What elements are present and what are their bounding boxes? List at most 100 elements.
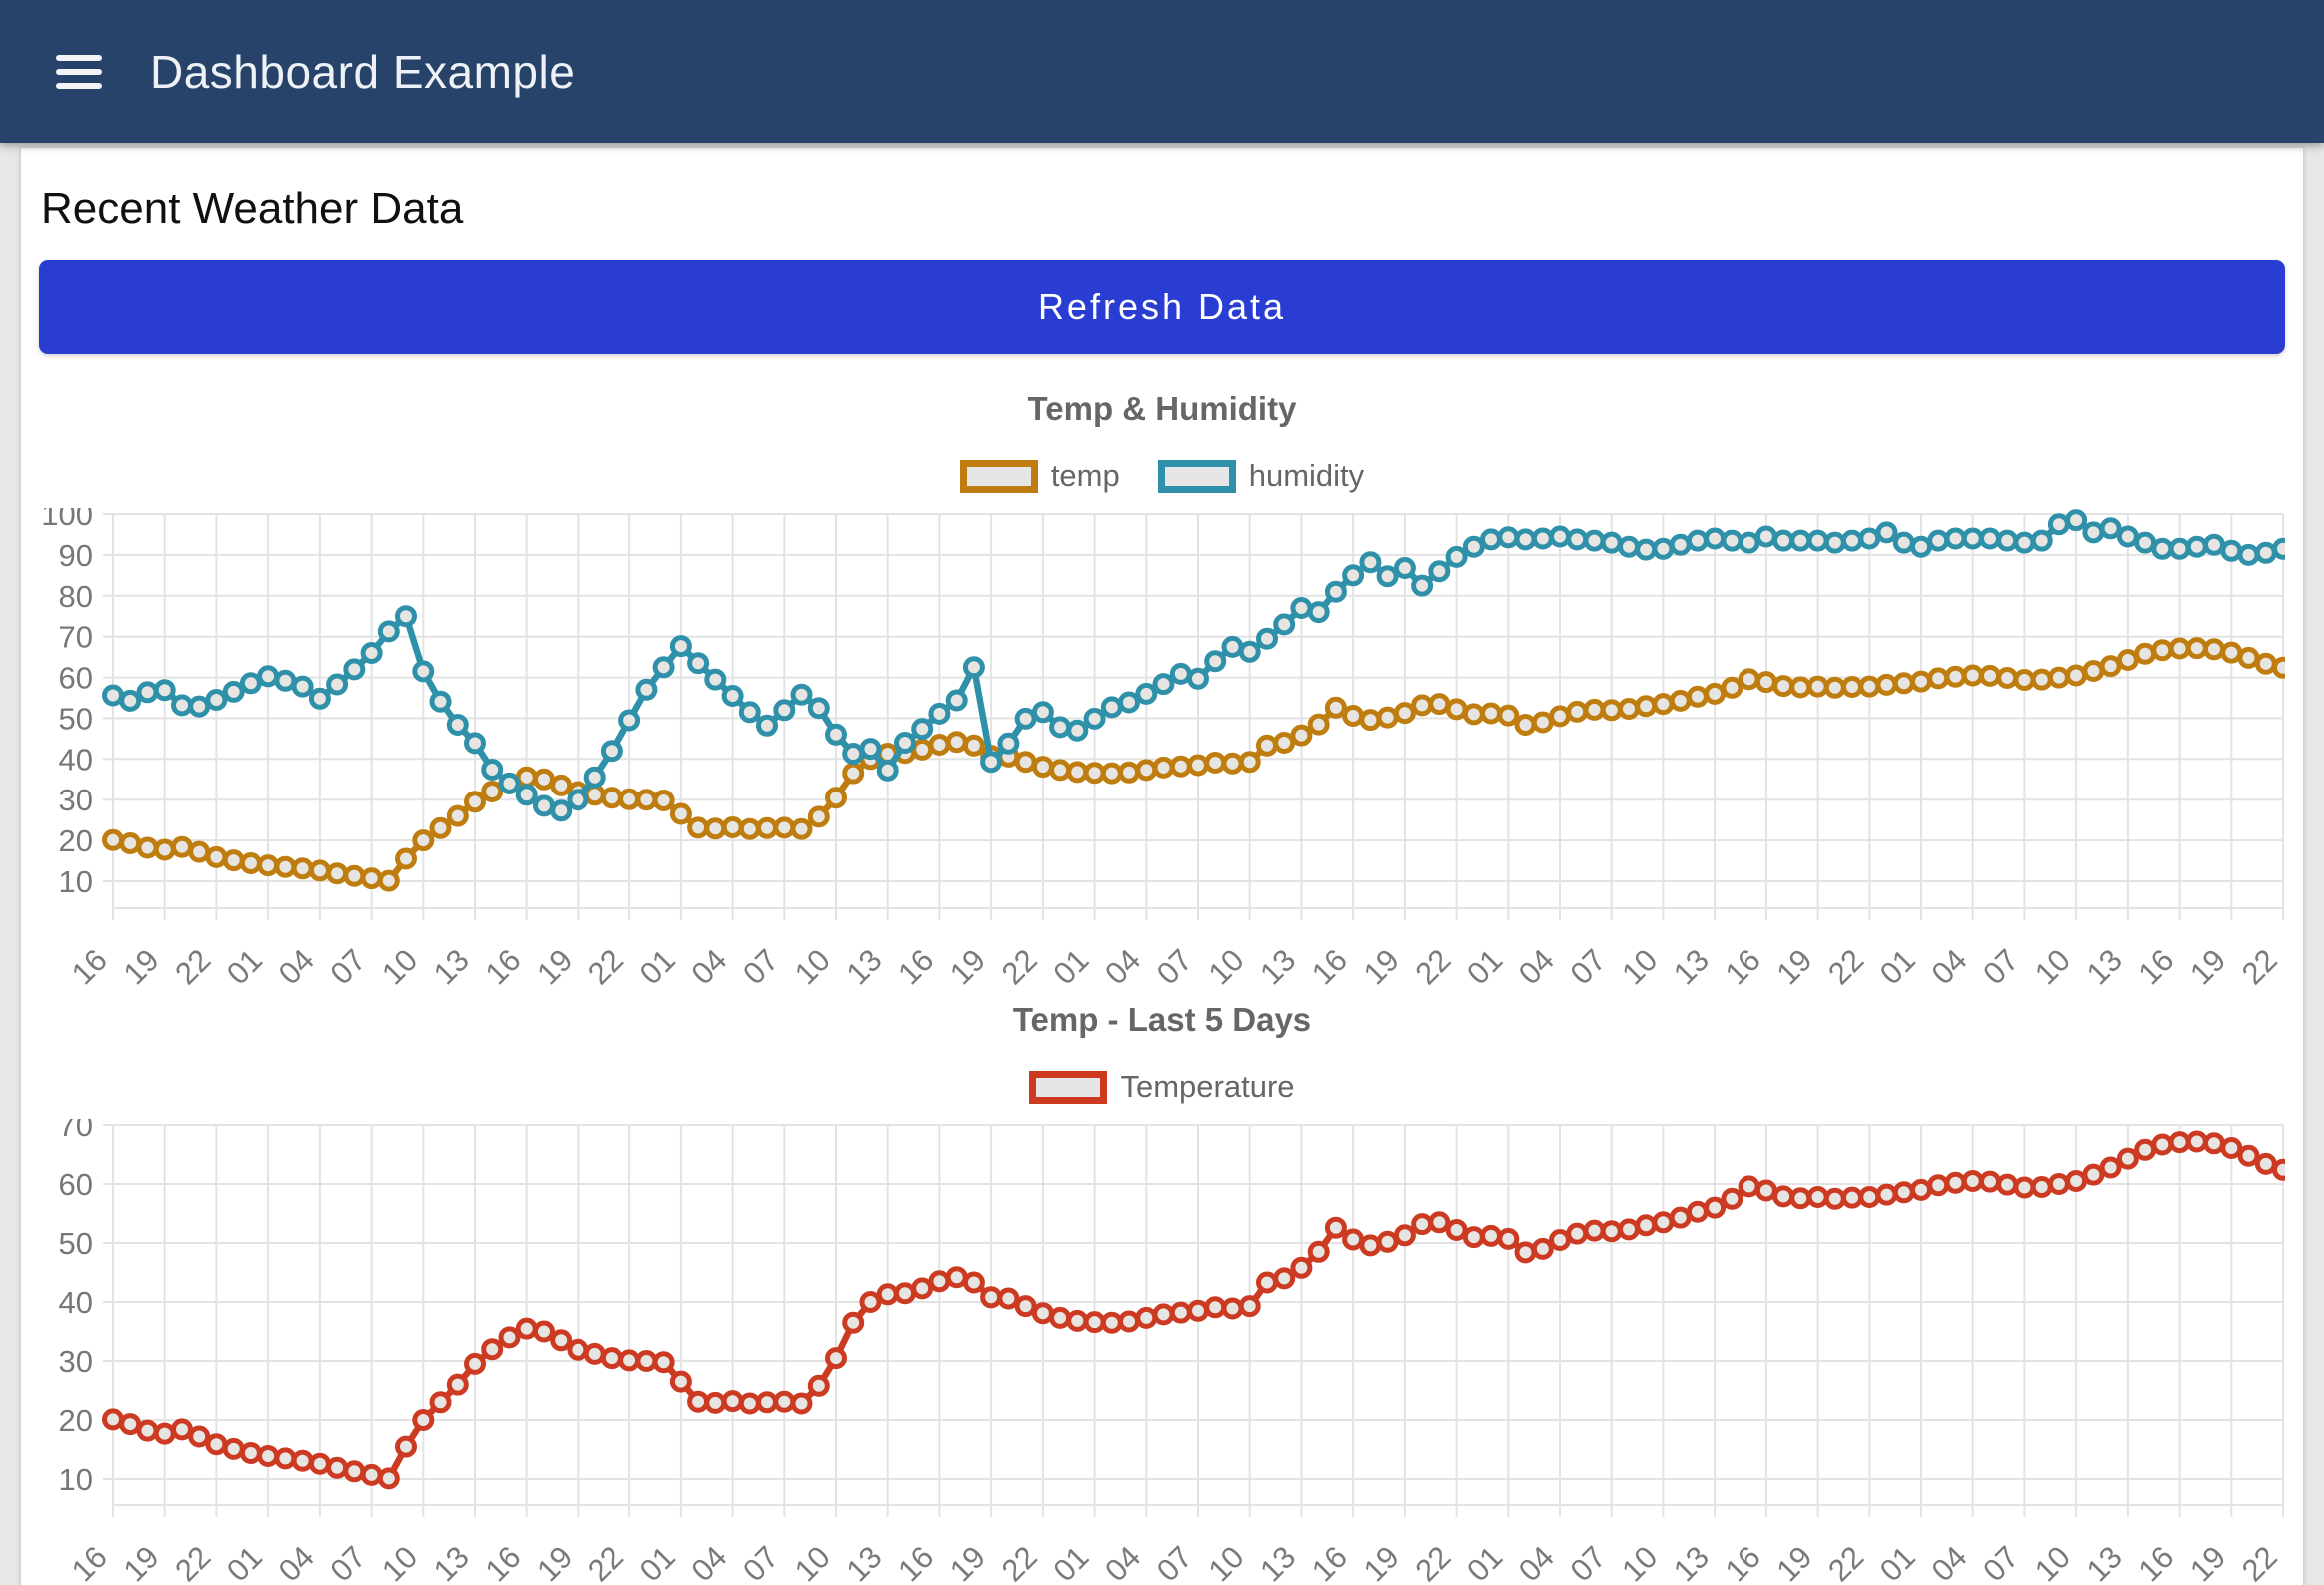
svg-text:19: 19	[117, 942, 166, 991]
svg-text:13: 13	[840, 942, 889, 991]
svg-text:22: 22	[1408, 942, 1457, 991]
svg-text:19: 19	[1357, 942, 1406, 991]
svg-text:22: 22	[581, 1539, 630, 1585]
svg-text:04: 04	[272, 1539, 321, 1585]
svg-text:20: 20	[59, 823, 93, 858]
svg-text:22: 22	[1821, 1539, 1870, 1585]
svg-text:01: 01	[1873, 942, 1922, 991]
svg-text:04: 04	[684, 1539, 733, 1585]
svg-text:22: 22	[581, 942, 630, 991]
chart-title-temp-last-5-days: Temp - Last 5 Days	[1012, 1001, 1312, 1038]
legend-item-temperature[interactable]: Temperature	[1029, 1069, 1295, 1105]
svg-text:16: 16	[1305, 942, 1354, 991]
temp-series-swatch-icon	[959, 459, 1038, 493]
svg-text:13: 13	[427, 1539, 476, 1585]
svg-text:22: 22	[168, 1539, 217, 1585]
svg-text:13: 13	[427, 942, 476, 991]
svg-text:13: 13	[1667, 942, 1716, 991]
svg-text:19: 19	[943, 1539, 992, 1585]
legend-label-temperature: Temperature	[1120, 1069, 1295, 1104]
svg-text:07: 07	[1150, 942, 1199, 991]
svg-text:13: 13	[1667, 1539, 1716, 1585]
svg-text:40: 40	[59, 742, 93, 777]
svg-text:30: 30	[59, 783, 93, 817]
svg-text:01: 01	[1460, 942, 1509, 991]
svg-text:22: 22	[168, 942, 217, 991]
page-title: Recent Weather Data	[41, 184, 464, 233]
temperature-series-swatch-icon	[1029, 1070, 1108, 1104]
svg-text:10: 10	[1202, 1539, 1251, 1585]
svg-text:19: 19	[2183, 942, 2232, 991]
svg-text:04: 04	[1098, 942, 1147, 991]
svg-text:01: 01	[1460, 1539, 1509, 1585]
svg-text:16: 16	[2131, 1539, 2180, 1585]
svg-text:19: 19	[943, 942, 992, 991]
svg-text:07: 07	[323, 1539, 372, 1585]
svg-text:04: 04	[1098, 1539, 1147, 1585]
svg-text:04: 04	[1512, 1539, 1561, 1585]
svg-text:01: 01	[220, 942, 269, 991]
svg-text:50: 50	[59, 1226, 93, 1261]
svg-text:19: 19	[530, 942, 579, 991]
svg-text:50: 50	[59, 701, 93, 736]
svg-text:100: 100	[41, 508, 93, 532]
svg-text:22: 22	[1821, 942, 1870, 991]
chart-title-temp-humidity: Temp & Humidity	[1027, 390, 1297, 427]
legend-label-temp: temp	[1050, 458, 1120, 493]
svg-text:22: 22	[995, 942, 1044, 991]
chart-legend-temp-humidity: temp humidity	[39, 454, 2285, 498]
svg-text:07: 07	[323, 942, 372, 991]
svg-text:30: 30	[59, 1344, 93, 1379]
svg-text:19: 19	[530, 1539, 579, 1585]
svg-text:07: 07	[736, 1539, 785, 1585]
svg-text:01: 01	[1873, 1539, 1922, 1585]
svg-text:13: 13	[1253, 1539, 1302, 1585]
legend-item-temp[interactable]: temp	[959, 458, 1120, 494]
svg-text:13: 13	[2080, 942, 2129, 991]
svg-text:70: 70	[59, 620, 93, 655]
svg-text:04: 04	[684, 942, 733, 991]
svg-text:10: 10	[2028, 1539, 2077, 1585]
svg-text:10: 10	[1615, 1539, 1664, 1585]
legend-label-humidity: humidity	[1248, 458, 1365, 493]
svg-text:19: 19	[1769, 942, 1818, 991]
app-title: Dashboard Example	[150, 45, 576, 98]
hamburger-menu-icon[interactable]	[56, 54, 102, 89]
svg-text:60: 60	[59, 1167, 93, 1202]
chart-legend-temperature: Temperature	[39, 1065, 2285, 1109]
svg-text:19: 19	[1357, 1539, 1406, 1585]
svg-text:10: 10	[2028, 942, 2077, 991]
svg-text:16: 16	[1719, 942, 1767, 991]
svg-text:04: 04	[1925, 942, 1974, 991]
svg-text:16: 16	[891, 942, 940, 991]
svg-text:01: 01	[1046, 1539, 1095, 1585]
svg-text:10: 10	[375, 1539, 424, 1585]
svg-text:01: 01	[220, 1539, 269, 1585]
svg-text:16: 16	[479, 1539, 528, 1585]
legend-item-humidity[interactable]: humidity	[1157, 458, 1365, 494]
svg-text:19: 19	[1769, 1539, 1818, 1585]
svg-text:40: 40	[59, 1285, 93, 1320]
svg-text:07: 07	[1976, 1539, 2025, 1585]
svg-text:13: 13	[1253, 942, 1302, 991]
svg-text:13: 13	[2080, 1539, 2129, 1585]
svg-text:22: 22	[2235, 1539, 2284, 1585]
svg-text:80: 80	[59, 579, 93, 614]
svg-text:16: 16	[2131, 942, 2180, 991]
svg-text:10: 10	[59, 864, 93, 899]
svg-text:60: 60	[59, 661, 93, 696]
svg-text:04: 04	[1512, 942, 1561, 991]
svg-text:10: 10	[1615, 942, 1664, 991]
svg-text:07: 07	[1564, 942, 1613, 991]
svg-text:07: 07	[1150, 1539, 1199, 1585]
refresh-data-button[interactable]: Refresh Data	[39, 260, 2285, 354]
svg-text:04: 04	[1925, 1539, 1974, 1585]
svg-text:10: 10	[59, 1462, 93, 1497]
svg-text:19: 19	[117, 1539, 166, 1585]
svg-text:07: 07	[1564, 1539, 1613, 1585]
svg-text:22: 22	[995, 1539, 1044, 1585]
svg-text:20: 20	[59, 1403, 93, 1438]
svg-text:16: 16	[891, 1539, 940, 1585]
